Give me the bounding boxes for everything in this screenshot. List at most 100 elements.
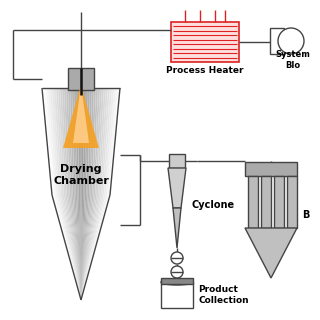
Polygon shape bbox=[56, 195, 81, 300]
Polygon shape bbox=[74, 195, 81, 300]
Polygon shape bbox=[62, 195, 81, 300]
Bar bbox=[274, 176, 284, 228]
Polygon shape bbox=[63, 85, 99, 148]
Polygon shape bbox=[81, 195, 108, 300]
Polygon shape bbox=[81, 195, 92, 300]
Polygon shape bbox=[80, 195, 82, 300]
Polygon shape bbox=[52, 88, 61, 195]
Polygon shape bbox=[55, 195, 81, 300]
Polygon shape bbox=[91, 88, 96, 195]
Polygon shape bbox=[52, 195, 81, 300]
Polygon shape bbox=[71, 195, 81, 300]
Polygon shape bbox=[81, 195, 106, 300]
Polygon shape bbox=[81, 195, 85, 300]
Polygon shape bbox=[81, 195, 88, 300]
Polygon shape bbox=[42, 88, 53, 195]
Polygon shape bbox=[173, 208, 181, 248]
Text: Product
Collection: Product Collection bbox=[198, 285, 249, 305]
Polygon shape bbox=[107, 88, 118, 195]
Polygon shape bbox=[78, 88, 80, 195]
Polygon shape bbox=[81, 195, 102, 300]
Polygon shape bbox=[58, 195, 81, 300]
Polygon shape bbox=[81, 195, 110, 300]
Polygon shape bbox=[77, 195, 81, 300]
Bar bbox=[261, 176, 271, 228]
Polygon shape bbox=[68, 195, 81, 300]
Polygon shape bbox=[97, 88, 104, 195]
Ellipse shape bbox=[161, 279, 193, 285]
Polygon shape bbox=[64, 195, 81, 300]
Polygon shape bbox=[79, 195, 81, 300]
Text: Drying
Chamber: Drying Chamber bbox=[53, 164, 109, 186]
Text: System
Blo: System Blo bbox=[276, 50, 310, 70]
Polygon shape bbox=[89, 88, 94, 195]
Polygon shape bbox=[74, 88, 77, 195]
Polygon shape bbox=[92, 88, 98, 195]
Polygon shape bbox=[82, 88, 84, 195]
Text: B: B bbox=[302, 210, 309, 220]
Polygon shape bbox=[53, 195, 81, 300]
Bar bbox=[169, 154, 185, 168]
Bar bbox=[161, 278, 193, 284]
Polygon shape bbox=[81, 195, 101, 300]
Polygon shape bbox=[81, 195, 86, 300]
Polygon shape bbox=[98, 88, 106, 195]
Polygon shape bbox=[64, 88, 70, 195]
Polygon shape bbox=[76, 88, 79, 195]
Polygon shape bbox=[67, 195, 81, 300]
Bar bbox=[287, 176, 297, 228]
Text: Process Heater: Process Heater bbox=[166, 66, 244, 75]
Polygon shape bbox=[70, 88, 74, 195]
Polygon shape bbox=[88, 88, 92, 195]
Polygon shape bbox=[94, 88, 100, 195]
Polygon shape bbox=[95, 88, 102, 195]
Polygon shape bbox=[86, 88, 90, 195]
Polygon shape bbox=[83, 88, 86, 195]
Polygon shape bbox=[81, 195, 97, 300]
Text: Cyclone: Cyclone bbox=[191, 200, 234, 210]
Polygon shape bbox=[62, 88, 68, 195]
Bar bbox=[270, 28, 284, 54]
Polygon shape bbox=[85, 88, 88, 195]
Polygon shape bbox=[61, 195, 81, 300]
Polygon shape bbox=[104, 88, 114, 195]
Polygon shape bbox=[81, 195, 95, 300]
Polygon shape bbox=[44, 88, 55, 195]
Bar bbox=[248, 176, 258, 228]
Polygon shape bbox=[54, 88, 62, 195]
Polygon shape bbox=[66, 88, 71, 195]
Polygon shape bbox=[76, 195, 81, 300]
Polygon shape bbox=[58, 88, 65, 195]
Polygon shape bbox=[101, 88, 110, 195]
Polygon shape bbox=[65, 195, 81, 300]
Polygon shape bbox=[81, 195, 89, 300]
Bar bbox=[245, 162, 297, 176]
Polygon shape bbox=[70, 195, 81, 300]
Polygon shape bbox=[56, 88, 64, 195]
Polygon shape bbox=[81, 195, 94, 300]
Polygon shape bbox=[60, 195, 81, 300]
Circle shape bbox=[278, 28, 304, 54]
Polygon shape bbox=[108, 88, 120, 195]
Polygon shape bbox=[46, 88, 56, 195]
Polygon shape bbox=[81, 195, 107, 300]
Polygon shape bbox=[50, 88, 60, 195]
Polygon shape bbox=[68, 88, 73, 195]
Polygon shape bbox=[81, 195, 110, 300]
Polygon shape bbox=[60, 88, 67, 195]
Polygon shape bbox=[73, 85, 89, 143]
Polygon shape bbox=[81, 195, 98, 300]
Polygon shape bbox=[81, 195, 91, 300]
Bar bbox=[68, 68, 94, 90]
Polygon shape bbox=[72, 88, 76, 195]
Polygon shape bbox=[81, 195, 104, 300]
Bar bbox=[171, 22, 239, 62]
Polygon shape bbox=[106, 88, 116, 195]
Circle shape bbox=[171, 252, 183, 264]
Circle shape bbox=[171, 266, 183, 278]
Polygon shape bbox=[48, 88, 58, 195]
Polygon shape bbox=[80, 88, 82, 195]
Polygon shape bbox=[81, 195, 83, 300]
Polygon shape bbox=[100, 88, 108, 195]
Polygon shape bbox=[81, 195, 100, 300]
